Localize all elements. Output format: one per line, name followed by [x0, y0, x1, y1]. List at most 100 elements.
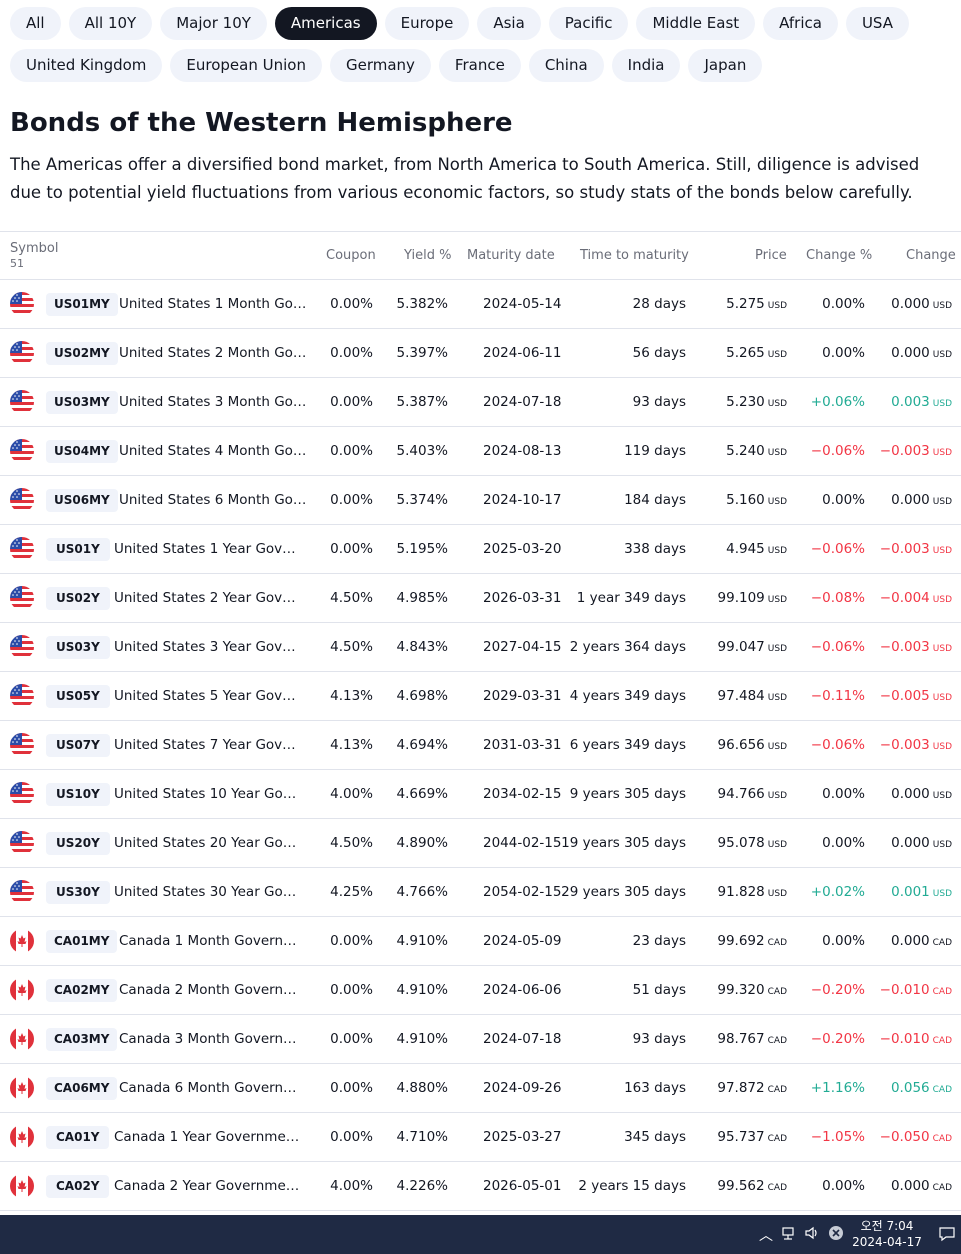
- bond-name[interactable]: United States 2 Month Gove…: [119, 345, 307, 361]
- change-cell: 0.000 USD: [870, 280, 952, 330]
- ticker-badge[interactable]: US04MY: [46, 440, 118, 463]
- header-symbol[interactable]: Symbol 51: [10, 241, 58, 271]
- bond-name[interactable]: United States 2 Year Govern…: [114, 590, 302, 606]
- table-row[interactable]: US01MY United States 1 Month Gove… 0.00% 5.…: [0, 280, 961, 329]
- ticker-badge[interactable]: US20Y: [46, 832, 110, 855]
- chip-pacific[interactable]: Pacific: [548, 7, 629, 40]
- bond-name[interactable]: United States 20 Year Gover…: [114, 835, 302, 851]
- system-clock[interactable]: 오전 7:04 2024-04-17: [848, 1218, 926, 1250]
- ticker-badge[interactable]: CA02MY: [46, 979, 118, 1002]
- ticker-badge[interactable]: CA03MY: [46, 1028, 118, 1051]
- bond-name[interactable]: Canada 3 Month Governmen…: [119, 1031, 307, 1047]
- ticker-badge[interactable]: CA01Y: [46, 1126, 110, 1149]
- header-price[interactable]: Price: [755, 248, 787, 263]
- header-time-to-maturity[interactable]: Time to maturity: [580, 248, 689, 263]
- bond-name[interactable]: Canada 1 Month Governmen…: [119, 933, 307, 949]
- chip-all[interactable]: All: [10, 7, 61, 40]
- maturity-date-value: 2025-03-27: [483, 1129, 562, 1145]
- table-row[interactable]: US05Y United States 5 Year Govern… 4.13% 4.…: [0, 672, 961, 721]
- header-yield[interactable]: Yield %: [404, 248, 452, 263]
- chip-japan[interactable]: Japan: [688, 49, 763, 82]
- bond-name[interactable]: Canada 2 Month Governmen…: [119, 982, 307, 998]
- table-row[interactable]: US03MY United States 3 Month Gove… 0.00% 5.…: [0, 378, 961, 427]
- chip-africa[interactable]: Africa: [763, 7, 838, 40]
- close-circle-icon[interactable]: [828, 1225, 844, 1245]
- bond-name[interactable]: United States 5 Year Govern…: [114, 688, 302, 704]
- ticker-badge[interactable]: US03MY: [46, 391, 118, 414]
- bond-name[interactable]: United States 10 Year Gover…: [114, 786, 302, 802]
- chip-middle-east[interactable]: Middle East: [636, 7, 756, 40]
- chevron-up-icon[interactable]: ︿: [759, 1228, 773, 1244]
- change-unit: USD: [932, 301, 952, 311]
- change-cell: −0.010 CAD: [870, 966, 952, 1016]
- ticker-badge[interactable]: US10Y: [46, 783, 110, 806]
- chip-major-10y[interactable]: Major 10Y: [160, 7, 267, 40]
- coupon-value: 0.00%: [330, 1031, 373, 1047]
- bond-name[interactable]: United States 7 Year Govern…: [114, 737, 302, 753]
- yield-value: 4.910%: [396, 982, 448, 998]
- ticker-badge[interactable]: US05Y: [46, 685, 110, 708]
- network-icon[interactable]: [781, 1225, 797, 1245]
- table-row[interactable]: CA06MY Canada 6 Month Governmen… 0.00% 4.88…: [0, 1064, 961, 1113]
- chip-china[interactable]: China: [528, 49, 604, 82]
- chip-asia[interactable]: Asia: [477, 7, 541, 40]
- table-row[interactable]: US02MY United States 2 Month Gove… 0.00% 5.…: [0, 329, 961, 378]
- bond-name[interactable]: United States 3 Year Govern…: [114, 639, 302, 655]
- ticker-badge[interactable]: US01Y: [46, 538, 110, 561]
- table-row[interactable]: CA02MY Canada 2 Month Governmen… 0.00% 4.91…: [0, 966, 961, 1015]
- bond-name[interactable]: Canada 6 Month Governmen…: [119, 1080, 307, 1096]
- ticker-badge[interactable]: US07Y: [46, 734, 110, 757]
- ticker-badge[interactable]: US03Y: [46, 636, 110, 659]
- chip-europe[interactable]: Europe: [384, 7, 470, 40]
- ticker-badge[interactable]: US30Y: [46, 881, 110, 904]
- chip-americas[interactable]: Americas: [274, 7, 377, 40]
- table-row[interactable]: CA01MY Canada 1 Month Governmen… 0.00% 4.91…: [0, 917, 961, 966]
- table-row[interactable]: US02Y United States 2 Year Govern… 4.50% 4.…: [0, 574, 961, 623]
- table-row[interactable]: CA02Y Canada 2 Year Government … 4.00% 4.22…: [0, 1162, 961, 1211]
- header-coupon[interactable]: Coupon: [326, 248, 376, 263]
- maturity-date-value: 2024-07-18: [483, 1031, 562, 1047]
- chip-france[interactable]: France: [438, 49, 521, 82]
- bond-name[interactable]: Canada 1 Year Government …: [114, 1129, 302, 1145]
- chip-united-kingdom[interactable]: United Kingdom: [10, 49, 163, 82]
- table-row[interactable]: US07Y United States 7 Year Govern… 4.13% 4.…: [0, 721, 961, 770]
- chip-usa[interactable]: USA: [845, 7, 909, 40]
- header-change[interactable]: Change: [906, 248, 956, 263]
- notification-icon[interactable]: [938, 1225, 956, 1247]
- table-row[interactable]: US06MY United States 6 Month Gove… 0.00% 5.…: [0, 476, 961, 525]
- bond-name[interactable]: Canada 2 Year Government …: [114, 1178, 302, 1194]
- price-unit: USD: [767, 693, 787, 703]
- time-to-maturity-value: 93 days: [632, 394, 686, 410]
- table-row[interactable]: US04MY United States 4 Month Gove… 0.00% 5.…: [0, 427, 961, 476]
- table-row[interactable]: US01Y United States 1 Year Govern… 0.00% 5.…: [0, 525, 961, 574]
- table-row[interactable]: US30Y United States 30 Year Gover… 4.25% 4.…: [0, 868, 961, 917]
- volume-icon[interactable]: [804, 1225, 820, 1245]
- bond-name[interactable]: United States 30 Year Gover…: [114, 884, 302, 900]
- ticker-badge[interactable]: CA01MY: [46, 930, 118, 953]
- bond-name[interactable]: United States 6 Month Gove…: [119, 492, 307, 508]
- header-change-percent[interactable]: Change %: [806, 248, 873, 263]
- price-value: 91.828: [717, 884, 765, 900]
- ticker-badge[interactable]: US02Y: [46, 587, 110, 610]
- ticker-badge[interactable]: CA06MY: [46, 1077, 118, 1100]
- ticker-badge[interactable]: US01MY: [46, 293, 118, 316]
- ticker-badge[interactable]: US06MY: [46, 489, 118, 512]
- table-row[interactable]: CA01Y Canada 1 Year Government … 0.00% 4.71…: [0, 1113, 961, 1162]
- yield-value: 4.694%: [396, 737, 448, 753]
- table-row[interactable]: US10Y United States 10 Year Gover… 4.00% 4.…: [0, 770, 961, 819]
- chip-germany[interactable]: Germany: [329, 49, 431, 82]
- table-row[interactable]: US20Y United States 20 Year Gover… 4.50% 4.…: [0, 819, 961, 868]
- chip-european-union[interactable]: European Union: [170, 49, 322, 82]
- bond-name[interactable]: United States 1 Month Gove…: [119, 296, 307, 312]
- bond-name[interactable]: United States 3 Month Gove…: [119, 394, 307, 410]
- chip-india[interactable]: India: [611, 49, 681, 82]
- change-percent-value: −0.06%: [810, 737, 865, 753]
- table-row[interactable]: US03Y United States 3 Year Govern… 4.50% 4.…: [0, 623, 961, 672]
- chip-all-10y[interactable]: All 10Y: [68, 7, 153, 40]
- bond-name[interactable]: United States 1 Year Govern…: [114, 541, 302, 557]
- header-maturity-date[interactable]: Maturity date: [467, 248, 555, 263]
- ticker-badge[interactable]: CA02Y: [46, 1175, 110, 1198]
- bond-name[interactable]: United States 4 Month Gove…: [119, 443, 307, 459]
- table-row[interactable]: CA03MY Canada 3 Month Governmen… 0.00% 4.91…: [0, 1015, 961, 1064]
- ticker-badge[interactable]: US02MY: [46, 342, 118, 365]
